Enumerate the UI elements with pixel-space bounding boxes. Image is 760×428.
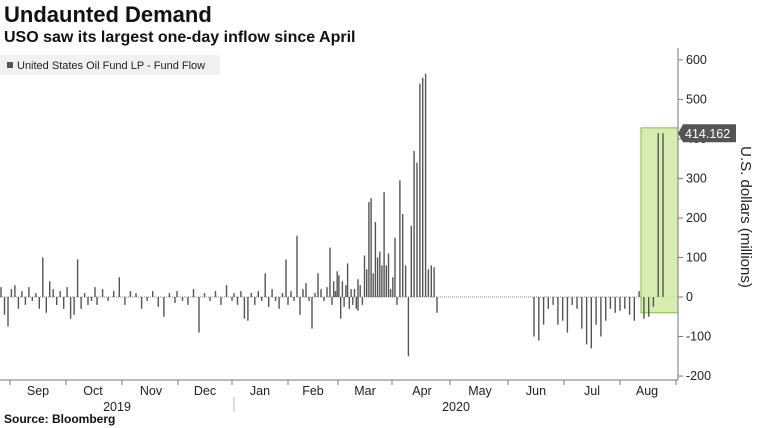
x-tick-label: Oct: [83, 384, 103, 398]
axis-layer: -200-1000100200300400500600SepOctNovDecJ…: [0, 48, 711, 414]
legend-background: [0, 55, 220, 75]
x-tick-label: Apr: [412, 384, 431, 398]
value-callout: 414.162: [678, 124, 736, 143]
x-tick-label: Jul: [584, 384, 600, 398]
x-tick-label: Sep: [27, 384, 49, 398]
x-tick-label: Feb: [302, 384, 324, 398]
y-axis-label: U.S. dollars (millions): [737, 146, 754, 288]
chart-title: Undaunted Demand: [4, 2, 212, 27]
year-label: 2020: [442, 400, 470, 414]
legend-swatch: [7, 62, 13, 68]
y-tick-label: 200: [686, 211, 707, 225]
chart-subtitle: USO saw its largest one-day inflow since…: [4, 29, 356, 46]
x-tick-label: Dec: [194, 384, 216, 398]
highlight-box: [640, 127, 679, 314]
bars-layer: [0, 73, 664, 357]
y-tick-label: 100: [686, 250, 707, 264]
x-tick-label: Mar: [354, 384, 376, 398]
legend: United States Oil Fund LP - Fund Flow: [0, 55, 220, 75]
y-tick-label: 300: [686, 171, 707, 185]
y-tick-label: -200: [686, 369, 711, 383]
y-tick-label: 500: [686, 92, 707, 106]
x-tick-label: May: [468, 384, 492, 398]
callout-value: 414.162: [685, 127, 730, 141]
legend-entry: United States Oil Fund LP - Fund Flow: [17, 60, 205, 72]
callout-box: [678, 124, 736, 143]
x-tick-label: Aug: [636, 384, 658, 398]
x-tick-label: Jun: [526, 384, 546, 398]
y-tick-label: 600: [686, 53, 707, 67]
x-tick-label: Jan: [250, 384, 270, 398]
source-note: Source: Bloomberg: [4, 412, 116, 426]
x-tick-label: Nov: [140, 384, 163, 398]
y-tick-label: 0: [686, 290, 693, 304]
year-label: 2019: [103, 400, 131, 414]
y-tick-label: -100: [686, 330, 711, 344]
